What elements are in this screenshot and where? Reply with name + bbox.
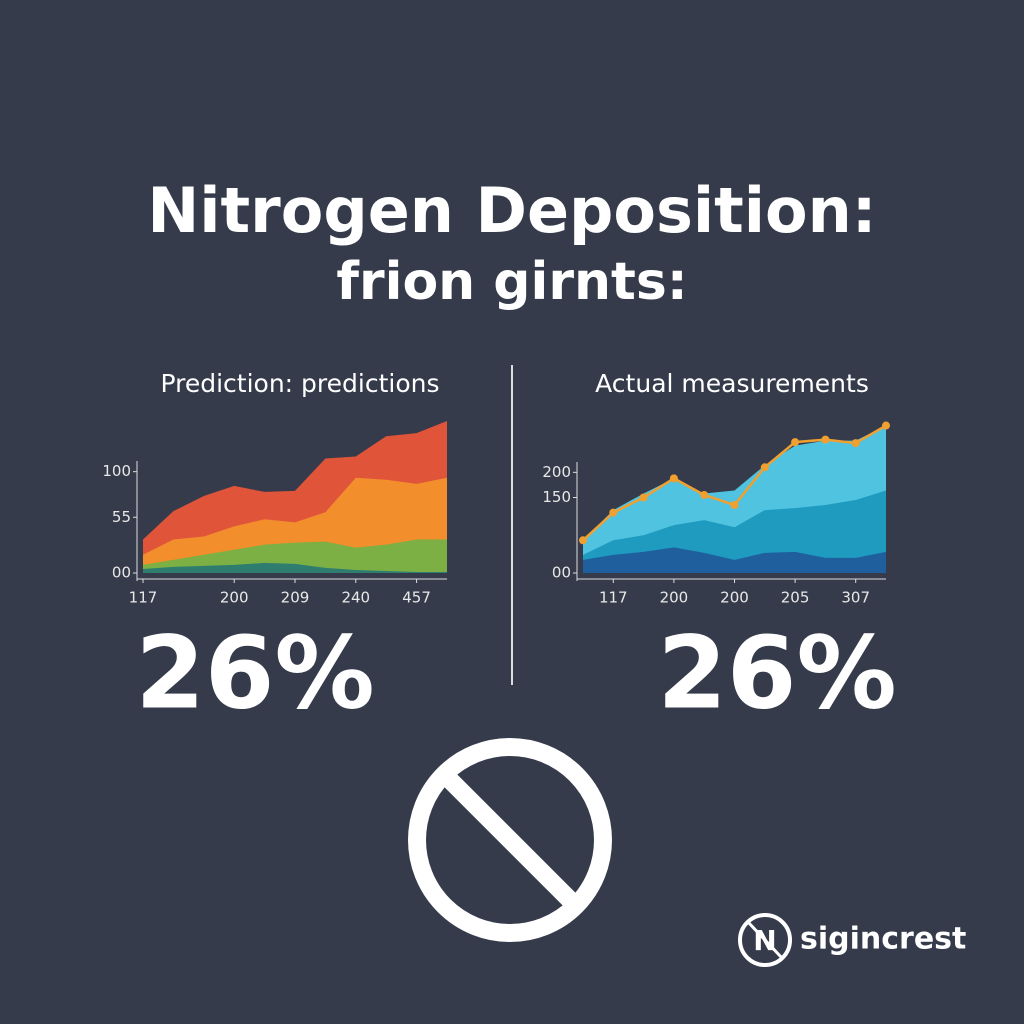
stat: 26% xyxy=(135,614,374,731)
icon-slash xyxy=(439,769,581,911)
brand-circle xyxy=(738,913,792,967)
x-tick-label: 200 xyxy=(660,589,689,607)
point xyxy=(791,438,800,447)
icon-circle xyxy=(408,738,612,942)
point xyxy=(669,474,678,483)
area xyxy=(583,547,886,573)
prohibition-icon xyxy=(408,738,612,942)
chart: 00 150 200 117 200 200 205 307 xyxy=(542,421,890,607)
x-tick-label: 200 xyxy=(720,589,749,607)
point xyxy=(730,501,739,510)
y-tick-label: 100 xyxy=(102,462,131,480)
chart-title: Prediction: predictions xyxy=(160,369,439,398)
y-tick-label: 150 xyxy=(542,488,571,506)
point xyxy=(639,493,648,502)
brand-name: sigincrest xyxy=(800,922,966,957)
x-tick-label: 209 xyxy=(281,589,310,607)
area xyxy=(143,539,447,573)
x-tick-label: 200 xyxy=(220,589,249,607)
point xyxy=(821,435,830,444)
point xyxy=(760,463,769,472)
x-tick-label: 307 xyxy=(841,589,870,607)
point xyxy=(609,508,618,517)
x-tick-label: 205 xyxy=(781,589,810,607)
subtitle: frion girnts: xyxy=(336,252,687,312)
point xyxy=(700,490,709,499)
brand-slash xyxy=(746,920,784,960)
point xyxy=(579,536,587,545)
brand: N sigincrest xyxy=(738,913,966,967)
x-tick-label: 457 xyxy=(402,589,431,607)
x-tick-label: 117 xyxy=(129,589,158,607)
title: Nitrogen Deposition: xyxy=(147,174,876,247)
chart-title: Actual measurements xyxy=(595,369,869,398)
stat: 26% xyxy=(657,614,896,731)
y-tick-label: 00 xyxy=(112,564,131,582)
y-tick-label: 55 xyxy=(112,508,131,526)
point xyxy=(851,439,860,448)
area xyxy=(143,562,447,573)
y-tick-label: 200 xyxy=(542,463,571,481)
point xyxy=(882,421,890,430)
y-tick-label: 00 xyxy=(552,564,571,582)
chart: 00 55 100 117 200 209 240 457 xyxy=(102,421,447,607)
x-tick-label: 240 xyxy=(341,589,370,607)
x-tick-label: 117 xyxy=(599,589,628,607)
